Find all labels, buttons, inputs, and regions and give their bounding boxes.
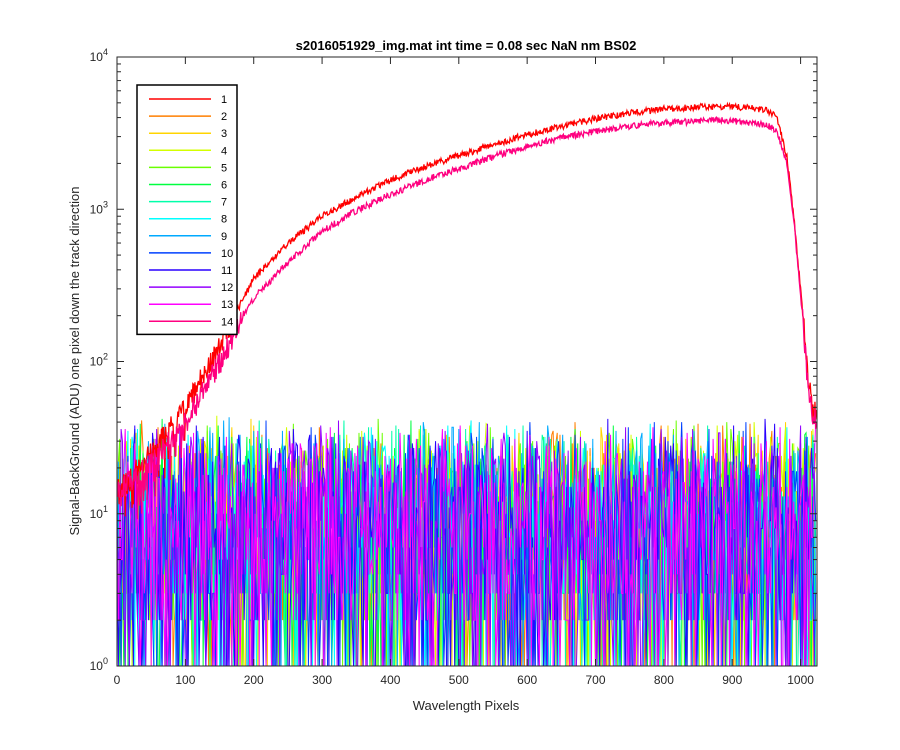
series-line-4	[117, 415, 817, 666]
legend-label-10: 10	[221, 248, 233, 260]
chart-title: s2016051929_img.mat int time = 0.08 sec …	[296, 38, 637, 53]
legend-label-11: 11	[221, 265, 232, 277]
legend-label-2: 2	[221, 111, 227, 123]
x-tick-label: 700	[586, 673, 606, 687]
legend-label-13: 13	[221, 299, 233, 311]
x-tick-label: 1000	[787, 673, 814, 687]
legend-label-1: 1	[221, 94, 227, 106]
x-tick-label: 200	[244, 673, 264, 687]
y-tick-label: 102	[90, 352, 108, 369]
legend-label-4: 4	[221, 145, 227, 157]
legend-label-7: 7	[221, 197, 227, 209]
y-tick-label: 104	[90, 47, 108, 64]
axes-layer: 0 100 200 300 400 500 600 700 800 900 100010010110…	[90, 47, 818, 687]
x-tick-label: 900	[722, 673, 742, 687]
series-line-9	[117, 417, 817, 666]
legend-label-6: 6	[221, 180, 227, 192]
legend-label-14: 14	[221, 316, 233, 328]
x-tick-label: 300	[312, 673, 332, 687]
y-tick-label: 101	[90, 504, 108, 521]
legend-label-5: 5	[221, 162, 227, 174]
x-tick-label: 500	[449, 673, 469, 687]
x-tick-label: 0	[114, 673, 121, 687]
legend-label-8: 8	[221, 214, 227, 226]
y-tick-label: 103	[90, 199, 108, 216]
y-axis-title: Signal-BackGround (ADU) one pixel down t…	[67, 186, 82, 535]
legend-label-3: 3	[221, 128, 227, 140]
legend-box	[136, 84, 238, 336]
x-tick-label: 100	[175, 673, 195, 687]
legend-label-9: 9	[221, 231, 227, 243]
x-axis-title: Wavelength Pixels	[413, 698, 520, 713]
y-tick-label: 100	[90, 656, 108, 673]
x-tick-label: 400	[380, 673, 400, 687]
series-line-13	[117, 422, 817, 666]
legend-label-12: 12	[221, 282, 233, 294]
series-line-12	[117, 420, 816, 666]
x-tick-label: 600	[517, 673, 537, 687]
x-tick-label: 800	[654, 673, 674, 687]
